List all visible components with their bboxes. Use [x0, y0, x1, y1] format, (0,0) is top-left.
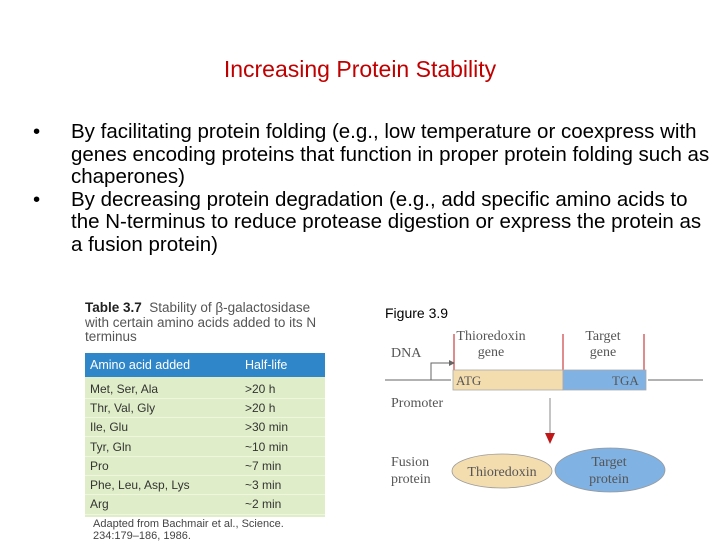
table-row: Tyr, Gln ~10 min — [85, 437, 325, 457]
column-header-half-life: Half-life — [245, 357, 288, 372]
table-number: Table 3.7 — [85, 300, 142, 315]
half-life-cell: >20 h — [245, 400, 276, 415]
table-source-line: 234:179–186, 1986. — [93, 530, 191, 543]
table-row: Met, Ser, Ala >20 h — [85, 380, 325, 399]
thioredoxin-gene-label: gene — [478, 345, 504, 360]
bullet-icon: • — [33, 120, 41, 143]
thioredoxin-gene-label: Thioredoxin — [456, 329, 525, 344]
table-body: Met, Ser, Ala >20 h Thr, Val, Gly >20 h Il… — [85, 376, 325, 517]
stability-table: Table 3.7 Stability of β-galactosidase w… — [85, 300, 325, 543]
half-life-cell: ~7 min — [245, 458, 282, 473]
stop-codon-label: TGA — [612, 373, 639, 388]
start-codon-label: ATG — [456, 373, 481, 388]
half-life-cell: ~10 min — [245, 439, 289, 454]
amino-acid-cell: Thr, Val, Gly — [90, 400, 156, 415]
thioredoxin-protein-label: Thioredoxin — [467, 465, 536, 480]
table-row: Thr, Val, Gly >20 h — [85, 399, 325, 419]
half-life-cell: ~3 min — [245, 478, 282, 493]
amino-acid-cell: Tyr, Gln — [90, 439, 132, 454]
table-caption: Table 3.7 Stability of β-galactosidase w… — [85, 300, 325, 345]
thioredoxin-protein-shape — [451, 453, 553, 489]
column-header-amino-acid: Amino acid added — [90, 357, 191, 372]
bullet-text: By facilitating protein folding (e.g., l… — [71, 120, 710, 188]
promoter-label: Promoter — [391, 396, 443, 411]
figure-label: Figure 3.9 — [385, 305, 449, 321]
table-row: Ile, Glu >30 min — [85, 418, 325, 438]
dna-label: DNA — [391, 346, 422, 361]
fusion-protein-label: Fusion — [391, 455, 429, 470]
half-life-cell: >20 h — [245, 381, 276, 396]
bullet-item: • By decreasing protein degradation (e.g… — [33, 187, 713, 257]
fusion-protein-diagram: Thioredoxin gene Target gene DNA ATG TGA… — [385, 329, 703, 493]
bullet-list: • By facilitating protein folding (e.g.,… — [33, 120, 713, 257]
amino-acid-cell: Ile, Glu — [90, 420, 129, 435]
table-row: Phe, Leu, Asp, Lys ~3 min — [85, 476, 325, 496]
table-row: Pro ~7 min — [85, 457, 325, 476]
table-source-line: Adapted from Bachmair et al., Science. — [93, 517, 284, 530]
half-life-cell: ~2 min — [245, 497, 282, 512]
target-gene-label: gene — [590, 345, 616, 360]
table-caption-text: Stability of β-galactosidase with certai… — [85, 300, 317, 344]
slide-title: Increasing Protein Stability — [223, 56, 497, 82]
amino-acid-cell: Arg — [90, 497, 109, 512]
target-protein-label: Target — [591, 455, 626, 470]
amino-acid-cell: Pro — [90, 458, 109, 473]
bullet-text: By decreasing protein degradation (e.g.,… — [71, 187, 702, 256]
fusion-protein-label: protein — [391, 472, 431, 487]
amino-acid-cell: Met, Ser, Ala — [90, 381, 159, 396]
half-life-cell: >30 min — [245, 420, 289, 435]
promoter-arrow-head-icon — [449, 360, 455, 366]
bullet-item: • By facilitating protein folding (e.g.,… — [33, 120, 713, 189]
promoter-arrow-icon — [430, 362, 449, 380]
table-row: Arg ~2 min — [85, 495, 325, 515]
target-protein-shape — [554, 447, 666, 493]
target-gene-label: Target — [585, 329, 620, 344]
table-header: Amino acid added Half-life — [85, 352, 325, 377]
amino-acid-cell: Phe, Leu, Asp, Lys — [90, 478, 190, 493]
target-gene-box — [562, 369, 647, 391]
table-source: Adapted from Bachmair et al., Science. 2… — [85, 518, 325, 543]
expression-arrow-head-icon — [545, 433, 555, 444]
target-protein-label: protein — [589, 472, 629, 487]
bullet-icon: • — [33, 187, 41, 211]
